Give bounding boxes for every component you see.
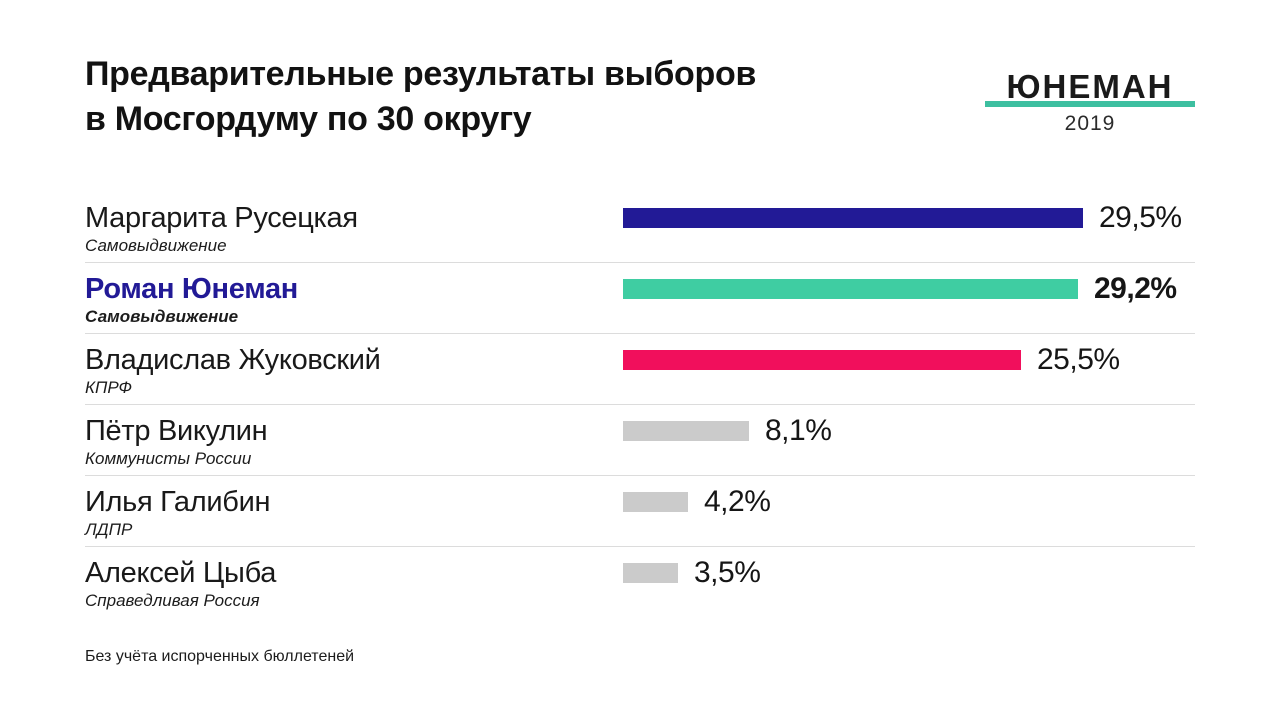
bar-area: 3,5% — [623, 556, 1195, 590]
candidate-name: Илья Галибин — [85, 486, 271, 518]
candidate-info: Владислав Жуковский КПРФ — [85, 343, 623, 398]
bar-area: 29,5% — [623, 201, 1195, 235]
result-bar — [623, 208, 1083, 228]
result-value: 4,2% — [704, 485, 771, 518]
bar-area: 29,2% — [623, 272, 1195, 306]
candidate-party: Самовыдвижение — [85, 236, 227, 255]
logo-brand-text: ЮНЕМАН — [1006, 68, 1174, 105]
candidate-party: ЛДПР — [85, 520, 133, 539]
result-row: Владислав Жуковский КПРФ 25,5% — [85, 334, 1195, 405]
result-value: 25,5% — [1037, 343, 1120, 376]
candidate-info: Роман Юнеман Самовыдвижение — [85, 272, 623, 327]
header: Предварительные результаты выборов в Мос… — [85, 52, 1195, 142]
page-title-line1: Предварительные результаты выборов — [85, 55, 757, 93]
candidate-info: Пётр Викулин Коммунисты России — [85, 414, 623, 469]
result-value: 29,2% — [1094, 272, 1177, 305]
bar-area: 4,2% — [623, 485, 1195, 519]
candidate-info: Маргарита Русецкая Самовыдвижение — [85, 201, 623, 256]
candidate-name: Роман Юнеман — [85, 273, 299, 305]
logo-year: 2019 — [1064, 112, 1116, 135]
campaign-logo: ЮНЕМАН 2019 — [985, 68, 1195, 136]
page-title-line2: в Мосгордуму по 30 округу — [85, 100, 532, 138]
result-value: 8,1% — [765, 414, 832, 447]
infographic-page: Предварительные результаты выборов в Мос… — [0, 52, 1280, 719]
candidate-name: Пётр Викулин — [85, 415, 268, 447]
result-bar — [623, 421, 749, 441]
result-value: 29,5% — [1099, 201, 1182, 234]
candidate-party: Самовыдвижение — [85, 307, 239, 326]
result-bar — [623, 279, 1078, 299]
result-row: Илья Галибин ЛДПР 4,2% — [85, 476, 1195, 547]
candidate-name: Маргарита Русецкая — [85, 202, 358, 234]
result-row: Роман Юнеман Самовыдвижение 29,2% — [85, 263, 1195, 334]
result-row: Алексей Цыба Справедливая Россия 3,5% — [85, 547, 1195, 618]
logo-underline-bar — [985, 101, 1195, 107]
result-bar — [623, 563, 678, 583]
candidate-name: Владислав Жуковский — [85, 344, 381, 376]
candidate-info: Илья Галибин ЛДПР — [85, 485, 623, 540]
result-row: Пётр Викулин Коммунисты России 8,1% — [85, 405, 1195, 476]
candidate-info: Алексей Цыба Справедливая Россия — [85, 556, 623, 611]
candidate-name: Алексей Цыба — [85, 557, 277, 589]
footnote: Без учёта испорченных бюллетеней — [85, 648, 355, 665]
candidate-party: Коммунисты России — [85, 449, 252, 468]
result-row: Маргарита Русецкая Самовыдвижение 29,5% — [85, 192, 1195, 263]
candidate-party: Справедливая Россия — [85, 591, 260, 610]
result-bar — [623, 350, 1021, 370]
result-bar — [623, 492, 688, 512]
candidate-party: КПРФ — [85, 378, 132, 397]
bar-area: 25,5% — [623, 343, 1195, 377]
bar-area: 8,1% — [623, 414, 1195, 448]
results-list: Маргарита Русецкая Самовыдвижение 29,5% … — [85, 192, 1195, 618]
result-value: 3,5% — [694, 556, 761, 589]
page-title: Предварительные результаты выборов в Мос… — [85, 52, 756, 142]
